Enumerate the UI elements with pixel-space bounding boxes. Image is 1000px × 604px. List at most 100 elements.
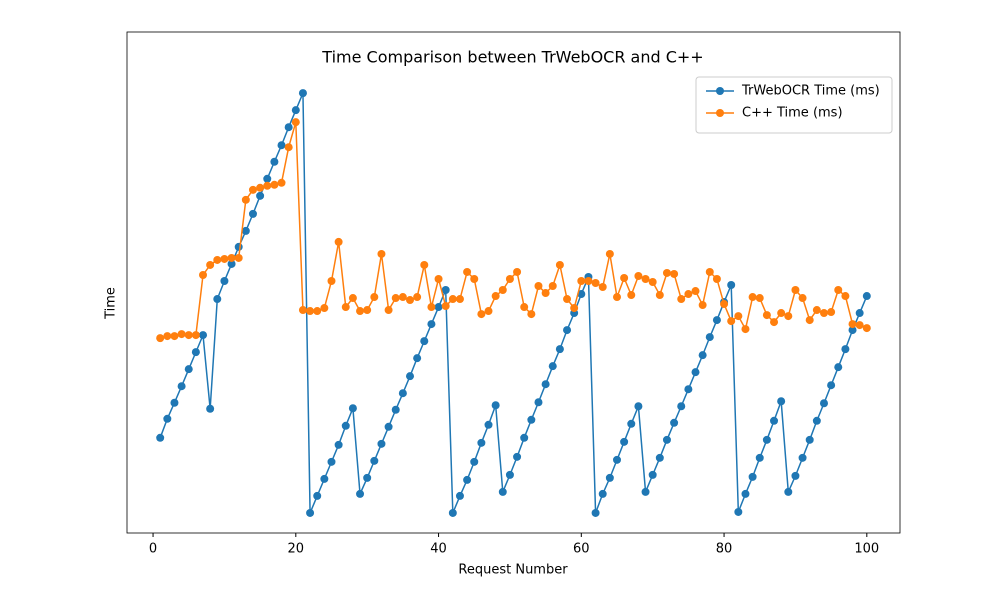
point bbox=[570, 304, 579, 313]
point bbox=[334, 440, 343, 449]
point bbox=[698, 351, 707, 360]
point bbox=[520, 433, 529, 442]
point bbox=[848, 326, 857, 335]
point bbox=[827, 381, 836, 390]
point bbox=[477, 310, 486, 319]
point bbox=[191, 348, 200, 357]
point bbox=[712, 274, 721, 283]
point bbox=[591, 279, 600, 288]
point bbox=[356, 307, 365, 316]
point bbox=[206, 260, 215, 269]
point bbox=[520, 303, 529, 312]
point bbox=[691, 368, 700, 377]
point bbox=[420, 337, 429, 346]
point bbox=[284, 123, 293, 132]
legend-marker bbox=[716, 109, 724, 117]
point bbox=[220, 276, 229, 285]
x-tick-label: 0 bbox=[149, 542, 157, 557]
point bbox=[441, 286, 450, 295]
point bbox=[455, 491, 464, 500]
point bbox=[862, 324, 871, 333]
point bbox=[313, 307, 322, 316]
point bbox=[577, 276, 586, 285]
point bbox=[241, 195, 250, 204]
point bbox=[848, 320, 857, 329]
point bbox=[391, 294, 400, 303]
x-tick-label: 60 bbox=[573, 542, 590, 557]
point bbox=[770, 416, 779, 425]
point bbox=[455, 295, 464, 304]
point bbox=[463, 267, 472, 276]
legend-label: C++ Time (ms) bbox=[742, 106, 843, 121]
point bbox=[184, 331, 193, 340]
point bbox=[370, 293, 379, 302]
point bbox=[363, 473, 372, 482]
x-tick-label: 40 bbox=[430, 542, 447, 557]
point bbox=[634, 402, 643, 411]
point bbox=[534, 282, 543, 291]
point bbox=[748, 293, 757, 302]
point bbox=[491, 401, 500, 410]
point bbox=[434, 274, 443, 283]
point bbox=[605, 249, 614, 258]
point bbox=[777, 397, 786, 406]
point bbox=[548, 362, 557, 371]
point bbox=[163, 414, 172, 423]
point bbox=[677, 295, 686, 304]
point bbox=[734, 312, 743, 321]
point bbox=[184, 365, 193, 374]
point bbox=[277, 141, 286, 150]
y-axis-label: Time bbox=[104, 287, 119, 320]
point bbox=[513, 452, 522, 461]
point bbox=[234, 253, 243, 262]
point bbox=[798, 294, 807, 303]
point bbox=[784, 312, 793, 321]
point bbox=[798, 453, 807, 462]
point bbox=[413, 354, 422, 363]
point bbox=[841, 292, 850, 301]
point bbox=[541, 289, 550, 298]
point bbox=[612, 293, 621, 302]
point bbox=[748, 472, 757, 481]
point bbox=[712, 316, 721, 325]
point bbox=[612, 455, 621, 464]
point bbox=[306, 508, 315, 517]
point bbox=[584, 276, 593, 285]
point bbox=[384, 306, 393, 315]
point bbox=[684, 290, 693, 299]
point bbox=[177, 382, 186, 391]
point bbox=[855, 309, 864, 318]
point bbox=[391, 405, 400, 414]
point bbox=[548, 282, 557, 291]
point bbox=[727, 317, 736, 326]
point bbox=[320, 474, 329, 483]
point bbox=[441, 302, 450, 311]
point bbox=[256, 183, 265, 192]
point bbox=[170, 332, 179, 341]
point bbox=[427, 320, 436, 329]
point bbox=[705, 267, 714, 276]
point bbox=[334, 237, 343, 246]
point bbox=[527, 310, 536, 319]
point bbox=[755, 453, 764, 462]
point bbox=[563, 326, 572, 335]
point bbox=[598, 283, 607, 292]
point bbox=[463, 475, 472, 484]
point bbox=[605, 473, 614, 482]
point bbox=[227, 253, 236, 262]
point bbox=[363, 306, 372, 315]
point bbox=[477, 438, 486, 447]
point bbox=[291, 118, 300, 127]
point bbox=[427, 303, 436, 312]
point bbox=[163, 332, 172, 341]
point bbox=[406, 372, 415, 381]
point bbox=[513, 267, 522, 276]
point bbox=[213, 255, 222, 264]
point bbox=[413, 293, 422, 302]
point bbox=[634, 271, 643, 280]
point bbox=[491, 292, 500, 301]
point bbox=[705, 333, 714, 342]
point bbox=[291, 106, 300, 115]
point bbox=[734, 507, 743, 516]
point bbox=[834, 286, 843, 295]
